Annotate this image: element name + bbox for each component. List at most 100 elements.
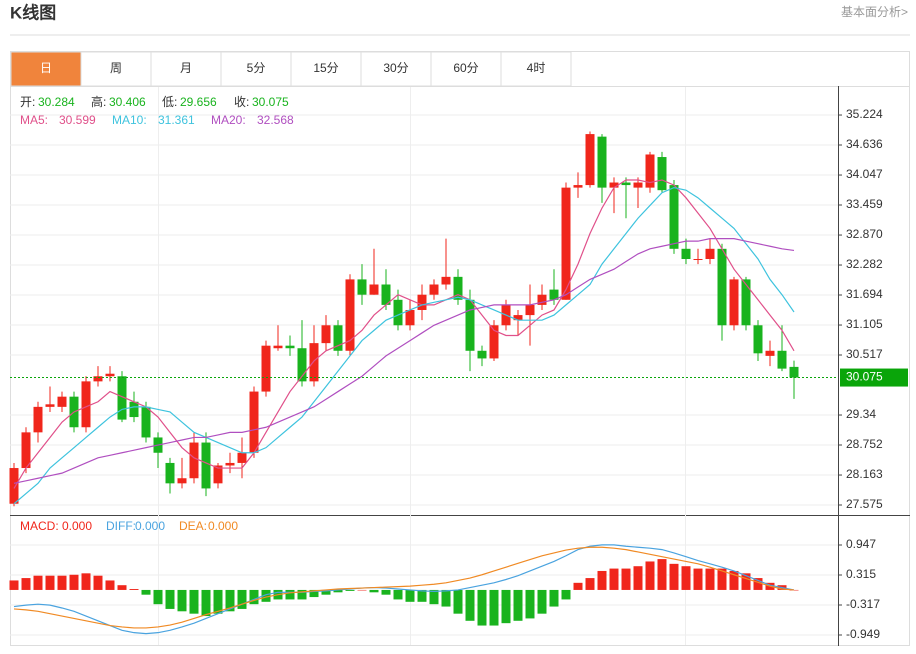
macd-bar	[81, 573, 91, 590]
macd-legend-value: 0.000	[208, 519, 238, 533]
macd-bar	[417, 589, 427, 602]
candle-body	[573, 185, 583, 188]
y-tick-label: 29.34	[846, 407, 876, 421]
macd-bar	[585, 578, 595, 590]
macd-line	[13, 546, 795, 629]
macd-bar	[753, 578, 763, 590]
macd-bar	[57, 575, 67, 590]
macd-bar	[525, 589, 535, 619]
candle-body	[453, 276, 463, 300]
tab[interactable]	[360, 51, 432, 87]
candle-body	[513, 315, 523, 321]
tab-label[interactable]: 60分	[453, 61, 478, 75]
candle-body	[489, 325, 499, 359]
ma-legend-value: 32.568	[257, 113, 294, 127]
candle-body	[465, 299, 475, 351]
macd-bar	[645, 561, 655, 590]
candle-body	[9, 468, 19, 504]
ma-line	[13, 179, 795, 489]
macd-bar	[333, 589, 343, 593]
macd-bar	[549, 589, 559, 607]
ma-line	[13, 186, 795, 505]
candle-body	[777, 350, 787, 369]
y-tick-label: 32.870	[846, 227, 883, 241]
macd-bar	[573, 582, 583, 590]
macd-bar	[129, 588, 139, 590]
macd-legend-name: DIFF:	[106, 519, 136, 533]
y-tick-label: 0.947	[846, 537, 876, 551]
ohlc-label: 高:	[91, 94, 106, 109]
macd-bar	[453, 589, 463, 614]
macd-bar	[237, 589, 247, 609]
candle-body	[441, 276, 451, 285]
y-tick-label: 31.694	[846, 287, 883, 301]
tab[interactable]	[220, 51, 292, 87]
macd-bar	[657, 559, 667, 590]
candle-body	[789, 366, 799, 378]
candle-body	[741, 279, 751, 326]
last-price-label: 30.075	[846, 370, 883, 384]
candle-body	[753, 325, 763, 354]
macd-legend-name: DEA:	[179, 519, 207, 533]
candle-body	[429, 284, 439, 295]
candle-body	[345, 279, 355, 351]
candle-body	[645, 154, 655, 188]
tab-label[interactable]: 周	[110, 61, 122, 75]
ohlc-value: 30.406	[109, 95, 146, 109]
candle-body	[693, 259, 703, 261]
macd-bar	[369, 589, 379, 593]
tab-label[interactable]: 5分	[247, 61, 266, 75]
y-tick-label: 33.459	[846, 197, 883, 211]
y-tick-label: 28.752	[846, 437, 883, 451]
macd-bar	[21, 578, 31, 590]
macd-bar	[117, 585, 127, 590]
macd-bar	[441, 589, 451, 607]
tab-label[interactable]: 日	[40, 61, 52, 75]
macd-legend-name: MACD:	[20, 519, 59, 533]
candle-body	[81, 381, 91, 428]
candle-body	[525, 304, 535, 316]
macd-bar	[729, 570, 739, 590]
candle-body	[717, 248, 727, 326]
macd-bar	[177, 589, 187, 612]
fundamental-link[interactable]: 基本面分析>	[841, 5, 908, 19]
tab[interactable]	[10, 51, 82, 87]
candle-body	[117, 376, 127, 420]
macd-bar	[285, 589, 295, 600]
candle-body	[21, 432, 31, 469]
macd-bar	[681, 566, 691, 590]
macd-bar	[405, 589, 415, 602]
candle-body	[237, 452, 247, 463]
tab[interactable]	[150, 51, 222, 87]
candle-body	[225, 462, 235, 466]
macd-bar	[429, 589, 439, 605]
candle-body	[321, 325, 331, 344]
candle-body	[633, 182, 643, 188]
macd-bar	[141, 589, 151, 595]
candle-body	[729, 279, 739, 326]
v-grid	[158, 87, 686, 645]
macd-bar	[45, 575, 55, 590]
tab-label[interactable]: 30分	[383, 61, 408, 75]
candle-body	[333, 325, 343, 351]
macd-bar	[321, 589, 331, 595]
tab[interactable]	[80, 51, 152, 87]
macd-bar	[489, 589, 499, 626]
candle-body	[537, 294, 547, 305]
y-tick-label: 34.047	[846, 167, 883, 181]
tab-label[interactable]: 15分	[313, 61, 338, 75]
ma-legend-name: MA10:	[112, 113, 147, 127]
candle-body	[657, 157, 667, 191]
macd-bar	[345, 589, 355, 591]
candle-body	[681, 248, 691, 260]
ma-legend-value: 31.361	[158, 113, 195, 127]
macd-bar	[165, 589, 175, 609]
tab-label[interactable]: 4时	[527, 61, 546, 75]
tab[interactable]	[290, 51, 362, 87]
tab-label[interactable]: 月	[180, 61, 192, 75]
candle-body	[765, 350, 775, 356]
candle-body	[477, 350, 487, 359]
candle-body	[609, 182, 619, 188]
tab[interactable]	[500, 51, 572, 87]
